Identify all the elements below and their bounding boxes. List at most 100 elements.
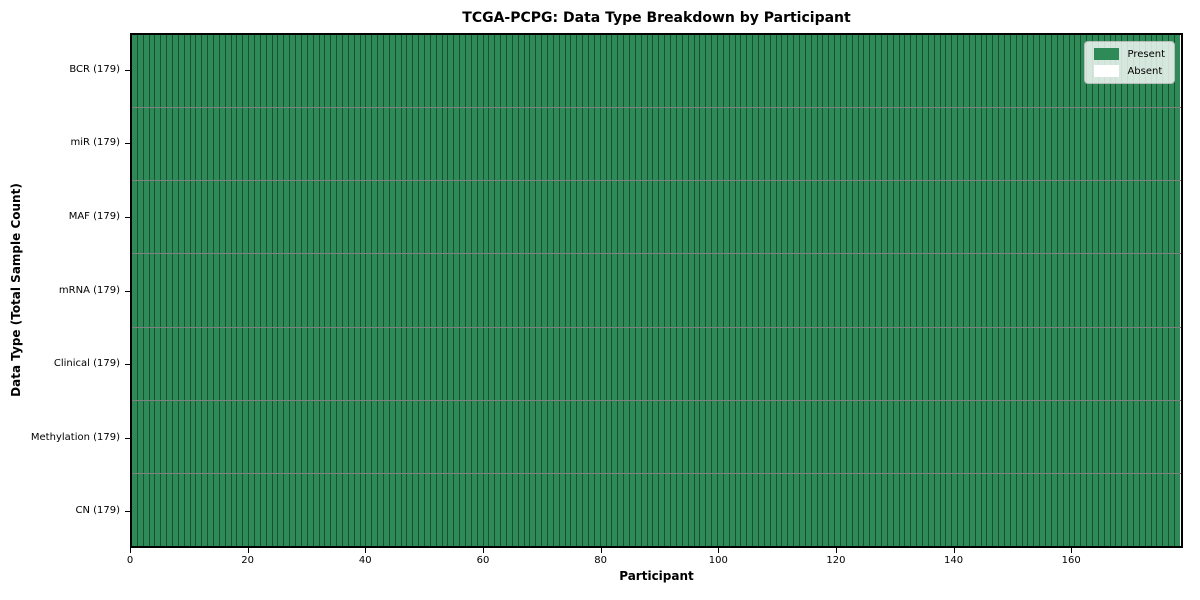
heatmap-cell (770, 181, 777, 254)
heatmap-cell (465, 400, 472, 473)
heatmap-cell (419, 400, 425, 473)
heatmap-cell (366, 181, 373, 254)
heatmap-cell (1081, 254, 1088, 327)
heatmap-cell (296, 108, 302, 181)
heatmap-cell (301, 181, 308, 254)
heatmap-cell (817, 108, 824, 181)
heatmap-cell (471, 108, 478, 181)
heatmap-cell (413, 400, 420, 473)
heatmap-cell (1087, 181, 1093, 254)
x-tick-mark (247, 548, 249, 553)
heatmap-cell (255, 473, 261, 546)
heatmap-cell (1069, 108, 1076, 181)
heatmap-cell (448, 181, 455, 254)
heatmap-cell (589, 473, 595, 546)
heatmap-cell (465, 254, 472, 327)
y-tick-mark (125, 290, 130, 292)
heatmap-cell (1075, 181, 1082, 254)
heatmap-cell (1010, 327, 1017, 400)
heatmap-cell (507, 181, 513, 254)
heatmap-cell (366, 473, 373, 546)
heatmap-cell (372, 254, 379, 327)
heatmap-cell (964, 327, 970, 400)
heatmap-cell (389, 327, 396, 400)
heatmap-cell (758, 400, 765, 473)
heatmap-cell (934, 327, 941, 400)
heatmap-cell (454, 108, 461, 181)
heatmap-cell (969, 473, 976, 546)
x-tick-mark (130, 548, 131, 553)
heatmap-cell (255, 327, 261, 400)
legend-label: Present (1127, 48, 1165, 60)
heatmap-cell (424, 35, 431, 108)
heatmap-cell (952, 108, 959, 181)
heatmap-cell (132, 181, 138, 254)
heatmap-cell (823, 254, 830, 327)
heatmap-cell (905, 400, 912, 473)
heatmap-cell (782, 108, 789, 181)
heatmap-cell (1110, 108, 1117, 181)
heatmap-cell (383, 473, 390, 546)
heatmap-cell (700, 473, 707, 546)
heatmap-cell (284, 254, 291, 327)
heatmap-cell (219, 473, 226, 546)
heatmap-cell (378, 400, 384, 473)
heatmap-cell (882, 181, 888, 254)
x-tick-mark (600, 548, 602, 553)
heatmap-cell (231, 327, 238, 400)
heatmap-cell (899, 35, 906, 108)
heatmap-cell (1163, 108, 1170, 181)
heatmap-cell (1063, 181, 1070, 254)
heatmap-cell (653, 108, 660, 181)
heatmap-cell (589, 254, 595, 327)
heatmap-cell (876, 35, 882, 108)
heatmap-cell (454, 400, 461, 473)
heatmap-cell (1104, 400, 1111, 473)
heatmap-cell (1169, 254, 1175, 327)
heatmap-cell (225, 108, 232, 181)
heatmap-cell (225, 473, 232, 546)
heatmap-cell (975, 400, 982, 473)
heatmap-cell (184, 473, 191, 546)
heatmap-cell (1010, 108, 1017, 181)
heatmap-cell (214, 181, 220, 254)
heatmap-cell (712, 254, 718, 327)
heatmap-cell (260, 473, 267, 546)
heatmap-cell (1133, 400, 1140, 473)
heatmap-cell (1116, 181, 1123, 254)
heatmap-cell (805, 181, 812, 254)
heatmap-cell (331, 254, 338, 327)
heatmap-cell (137, 400, 144, 473)
heatmap-cell (1028, 327, 1035, 400)
heatmap-cell (495, 473, 502, 546)
heatmap-cell (1128, 400, 1134, 473)
heatmap-cell (776, 35, 783, 108)
heatmap-cell (542, 400, 549, 473)
heatmap-cell (993, 400, 1000, 473)
heatmap-cell (981, 327, 988, 400)
heatmap-cell (1028, 400, 1035, 473)
heatmap-cell (313, 400, 320, 473)
heatmap-cell (952, 181, 959, 254)
heatmap-cell (1081, 327, 1088, 400)
heatmap-cell (325, 473, 332, 546)
heatmap-cell (946, 35, 953, 108)
heatmap-cell (477, 400, 484, 473)
heatmap-cell (1104, 473, 1111, 546)
heatmap-cell (190, 108, 197, 181)
heatmap-cell (770, 327, 777, 400)
heatmap-cell (577, 181, 584, 254)
y-tick-mark (125, 69, 130, 71)
x-tick-mark (718, 548, 720, 553)
heatmap-cell (612, 400, 619, 473)
heatmap-cell (975, 181, 982, 254)
heatmap-cell (249, 254, 256, 327)
heatmap-cell (219, 181, 226, 254)
heatmap-cell (823, 327, 830, 400)
heatmap-cell (301, 400, 308, 473)
heatmap-cell (454, 473, 461, 546)
heatmap-cell (313, 108, 320, 181)
heatmap-cell (401, 254, 408, 327)
heatmap-cell (717, 35, 724, 108)
heatmap-cell (337, 400, 343, 473)
